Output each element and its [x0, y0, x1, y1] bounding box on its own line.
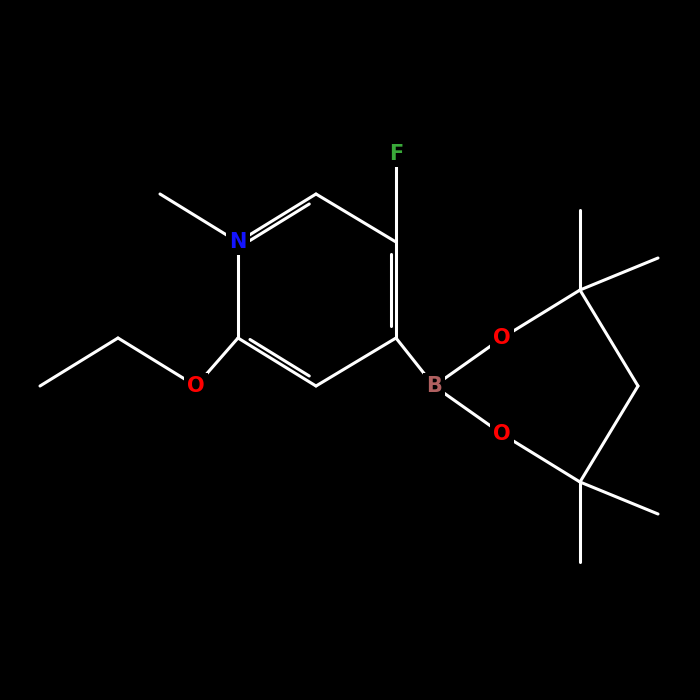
Text: O: O	[187, 376, 205, 396]
Text: F: F	[389, 144, 403, 164]
Text: N: N	[230, 232, 246, 252]
Text: O: O	[494, 328, 511, 348]
Text: B: B	[426, 376, 442, 396]
Text: O: O	[494, 424, 511, 444]
